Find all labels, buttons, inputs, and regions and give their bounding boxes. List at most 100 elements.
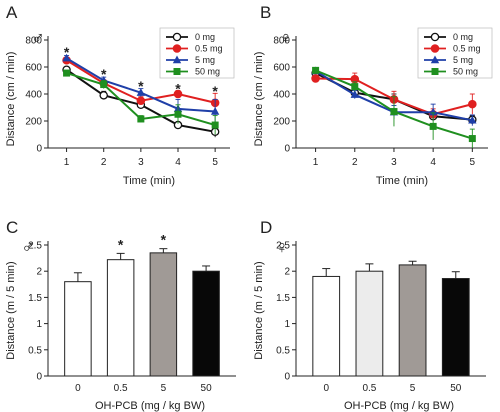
data-point-s2-4 <box>210 107 220 115</box>
y-tick-label: 2.5 <box>28 241 42 252</box>
data-point-s0-1 <box>99 91 108 100</box>
x-axis-label: OH-PCB (mg / kg BW) <box>344 400 454 412</box>
data-point-s3-1 <box>100 81 108 89</box>
data-point-s0-legend <box>430 32 440 42</box>
panel-letter: A <box>6 3 18 22</box>
data-point-s1-2 <box>136 96 146 106</box>
y-tick-label: 0 <box>36 372 42 383</box>
data-point-s2-3 <box>428 107 438 116</box>
sex-symbol: ♀ <box>275 237 289 257</box>
bar-0.5 <box>355 270 384 377</box>
x-tick-label: 0.5 <box>362 383 376 394</box>
data-point-s3-legend <box>431 68 439 75</box>
data-point-s3-3 <box>174 110 182 118</box>
y-tick-label: 0.5 <box>28 345 42 356</box>
x-tick-label: 5 <box>410 383 416 394</box>
x-tick-label: 2 <box>101 157 107 168</box>
y-tick-label: 200 <box>273 117 290 128</box>
data-point-s1-4 <box>468 99 477 109</box>
y-tick-label: 800 <box>273 36 290 47</box>
panel-b: 0 200 400 600 800 1 2 3 4 5 Time (min) Distance (cm… <box>253 3 493 187</box>
y-tick-label: 400 <box>25 90 42 101</box>
panel-letter: D <box>260 218 272 237</box>
y-tick-label: 0.5 <box>276 345 290 356</box>
x-tick-label: 1 <box>64 157 70 168</box>
significance-star: * <box>101 66 107 82</box>
y-tick-label: 600 <box>273 63 290 74</box>
x-tick-label: 50 <box>450 383 462 394</box>
y-tick-label: 200 <box>25 117 42 128</box>
data-point-s2-0 <box>62 53 71 62</box>
data-point-s0-legend <box>172 32 182 42</box>
y-tick-label: 0 <box>284 144 290 155</box>
significance-star: * <box>64 44 70 60</box>
data-point-s2-legend <box>172 55 182 64</box>
legend-label: 0 mg <box>195 32 215 42</box>
x-tick-label: 0 <box>75 383 81 394</box>
data-point-s3-3 <box>429 122 437 130</box>
y-tick-label: 600 <box>25 63 42 74</box>
y-axis-label: Distance (m / 5 min) <box>5 261 17 359</box>
bar-50 <box>441 278 470 377</box>
bar-5 <box>149 252 178 377</box>
panel-d: 0 0.5 1 1.5 2 2.5 0 0.5 5 50 OH-PCB (mg / kg BW) Di… <box>253 218 486 412</box>
x-tick-label: 50 <box>201 383 213 394</box>
x-tick-label: 2 <box>352 157 358 168</box>
significance-star: * <box>161 232 167 248</box>
sex-symbol: ♀ <box>279 28 293 48</box>
data-point-s3-0 <box>312 66 320 74</box>
data-point-s2-4 <box>468 115 477 124</box>
y-axis-label: Distance (m / 5 min) <box>253 261 265 359</box>
legend-label: 0.5 mg <box>195 44 223 54</box>
significance-star: * <box>138 78 144 94</box>
y-tick-label: 800 <box>25 36 42 47</box>
significance-star: * <box>212 83 218 99</box>
x-tick-label: 0 <box>323 383 329 394</box>
data-point-s1-legend <box>430 44 440 53</box>
data-point-s3-2 <box>390 108 398 116</box>
data-point-s2-legend <box>430 55 440 64</box>
y-tick-label: 0 <box>284 372 290 383</box>
legend-label: 50 mg <box>195 67 220 77</box>
bar-0 <box>312 275 341 377</box>
y-tick-label: 1 <box>36 319 42 330</box>
legend-label: 0 mg <box>453 32 473 42</box>
y-axis-label: Distance (cm / min) <box>253 52 265 147</box>
data-point-s2-2 <box>136 88 146 96</box>
x-tick-label: 5 <box>212 157 218 168</box>
y-tick-label: 1.5 <box>276 293 290 304</box>
data-point-s1-legend <box>172 44 182 53</box>
data-point-s3-4 <box>211 121 219 129</box>
x-axis-label: Time (min) <box>376 175 428 187</box>
y-tick-label: 1 <box>284 319 290 330</box>
data-point-s3-4 <box>468 135 476 143</box>
x-tick-label: 3 <box>138 157 144 168</box>
significance-star: * <box>118 236 124 252</box>
bar-0.5 <box>106 259 135 377</box>
x-tick-label: 0.5 <box>114 383 128 394</box>
bar-5 <box>398 264 427 377</box>
legend-label: 50 mg <box>453 67 478 77</box>
x-axis-label: Time (min) <box>123 175 175 187</box>
y-axis-label: Distance (cm / min) <box>5 52 17 147</box>
bar-0 <box>64 281 92 377</box>
sex-symbol: ♂ <box>21 237 35 257</box>
data-point-s3-2 <box>137 115 145 123</box>
data-point-s3-1 <box>351 83 359 91</box>
x-tick-label: 1 <box>313 157 319 168</box>
y-tick-label: 1.5 <box>28 293 42 304</box>
panel-c: 0 0.5 1 1.5 2 2.5 0 0.5 5 50 * * OH-PCB (mg / kg BW)… <box>5 218 236 412</box>
y-tick-label: 0 <box>36 144 42 155</box>
x-tick-label: 4 <box>430 157 436 168</box>
sex-symbol: ♂ <box>31 28 45 48</box>
legend-label: 5 mg <box>195 55 215 65</box>
x-axis-label: OH-PCB (mg / kg BW) <box>95 400 205 412</box>
x-tick-label: 3 <box>391 157 397 168</box>
x-tick-label: 5 <box>161 383 167 394</box>
legend-label: 5 mg <box>453 55 473 65</box>
data-point-s1-0 <box>311 74 320 83</box>
y-tick-label: 2 <box>36 267 42 278</box>
x-tick-label: 4 <box>175 157 181 168</box>
panel-letter: C <box>6 218 18 237</box>
